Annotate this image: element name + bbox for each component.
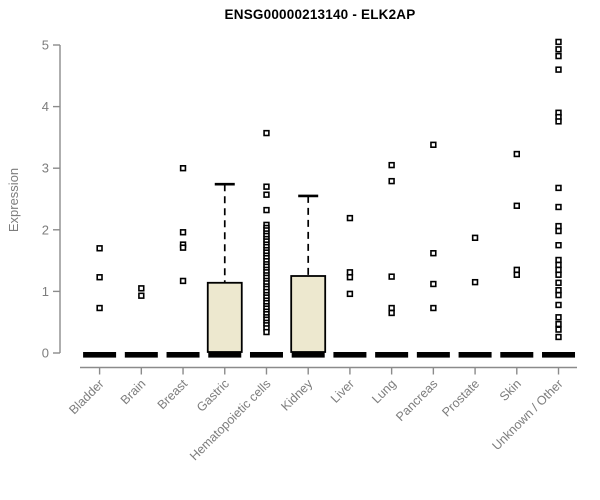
- x-tick-label: Lung: [369, 377, 399, 407]
- outlier-point: [430, 304, 437, 312]
- median-bar: [291, 352, 325, 358]
- y-tick-label: 5: [42, 38, 49, 53]
- outlier-point: [555, 279, 562, 286]
- outlier-point: [555, 184, 562, 192]
- outlier-point: [388, 304, 395, 312]
- outlier-point: [513, 271, 521, 278]
- outlier-point: [388, 177, 395, 185]
- outlier-point: [555, 46, 562, 53]
- x-tick-label: Kidney: [278, 376, 315, 413]
- median-bar: [208, 352, 242, 358]
- box: [290, 275, 327, 353]
- outlier-point: [555, 271, 562, 278]
- median-bar: [333, 352, 367, 358]
- outlier-point: [555, 203, 562, 211]
- outlier-point: [346, 290, 354, 298]
- outlier-point: [555, 333, 562, 341]
- y-tick-label: 2: [42, 222, 49, 237]
- outlier-point: [555, 266, 562, 274]
- outlier-point: [388, 161, 395, 169]
- outlier-point: [179, 244, 187, 251]
- median-bar: [458, 352, 492, 358]
- outlier-point: [263, 183, 270, 190]
- outlier-point: [555, 320, 562, 328]
- x-tick-label: Liver: [328, 377, 357, 406]
- outlier-point: [555, 52, 562, 60]
- outlier-point: [555, 66, 562, 73]
- x-tick-label: Pancreas: [393, 377, 440, 424]
- outlier-point: [471, 278, 479, 286]
- outlier-point: [346, 214, 354, 222]
- outlier-point: [555, 286, 562, 294]
- outlier-point: [555, 256, 562, 264]
- y-tick-label: 0: [42, 346, 49, 361]
- outlier-point: [555, 261, 562, 269]
- outlier-point: [388, 273, 395, 280]
- x-tick-label: Prostate: [439, 377, 482, 420]
- median-bar: [166, 352, 200, 358]
- median-bar: [249, 352, 283, 358]
- outlier-point: [96, 304, 103, 312]
- outlier-point: [179, 277, 187, 285]
- outlier-point: [179, 165, 187, 172]
- outlier-point: [513, 266, 521, 274]
- outlier-point: [555, 301, 562, 309]
- x-tick-label: Hematopoietic cells: [187, 377, 274, 464]
- outlier-point: [513, 150, 521, 158]
- outlier-point: [513, 202, 521, 209]
- outlier-point: [346, 274, 354, 281]
- box: [206, 281, 243, 353]
- outlier-point: [96, 274, 103, 281]
- median-bar: [500, 352, 534, 358]
- outlier-point: [555, 222, 562, 230]
- outlier-point: [138, 285, 145, 292]
- outlier-point: [263, 191, 270, 198]
- y-tick-label: 1: [42, 284, 49, 299]
- outlier-point: [96, 245, 103, 252]
- outlier-point: [430, 141, 437, 148]
- median-bar: [375, 352, 409, 358]
- outlier-point: [555, 227, 562, 235]
- x-tick-label: Unknown / Other: [489, 377, 565, 453]
- outlier-point: [430, 280, 437, 288]
- y-tick-label: 4: [42, 99, 49, 114]
- outlier-point: [346, 269, 354, 276]
- x-tick-label: Skin: [497, 377, 524, 404]
- outlier-point: [555, 118, 562, 125]
- outlier-point: [179, 229, 187, 236]
- outlier-point: [138, 292, 145, 299]
- x-tick-label: Breast: [155, 376, 191, 412]
- y-tick-label: 3: [42, 161, 49, 176]
- x-tick-label: Gastric: [194, 377, 232, 415]
- median-bar: [542, 352, 576, 358]
- outlier-point: [471, 234, 479, 242]
- median-bar: [416, 352, 450, 358]
- outlier-point: [555, 291, 562, 299]
- outlier-point: [555, 38, 562, 46]
- outlier-point: [263, 328, 270, 336]
- outlier-point: [430, 250, 437, 257]
- x-tick-label: Bladder: [66, 377, 106, 417]
- x-tick-label: Brain: [118, 377, 149, 408]
- chart-title: ENSG00000213140 - ELK2AP: [224, 7, 416, 22]
- median-bar: [124, 352, 158, 358]
- outlier-point: [555, 314, 562, 321]
- outlier-point: [555, 242, 562, 249]
- outlier-point: [388, 309, 395, 317]
- outlier-point: [263, 206, 270, 214]
- outlier-point: [555, 326, 562, 333]
- median-bar: [83, 352, 117, 358]
- outlier-point: [263, 129, 270, 137]
